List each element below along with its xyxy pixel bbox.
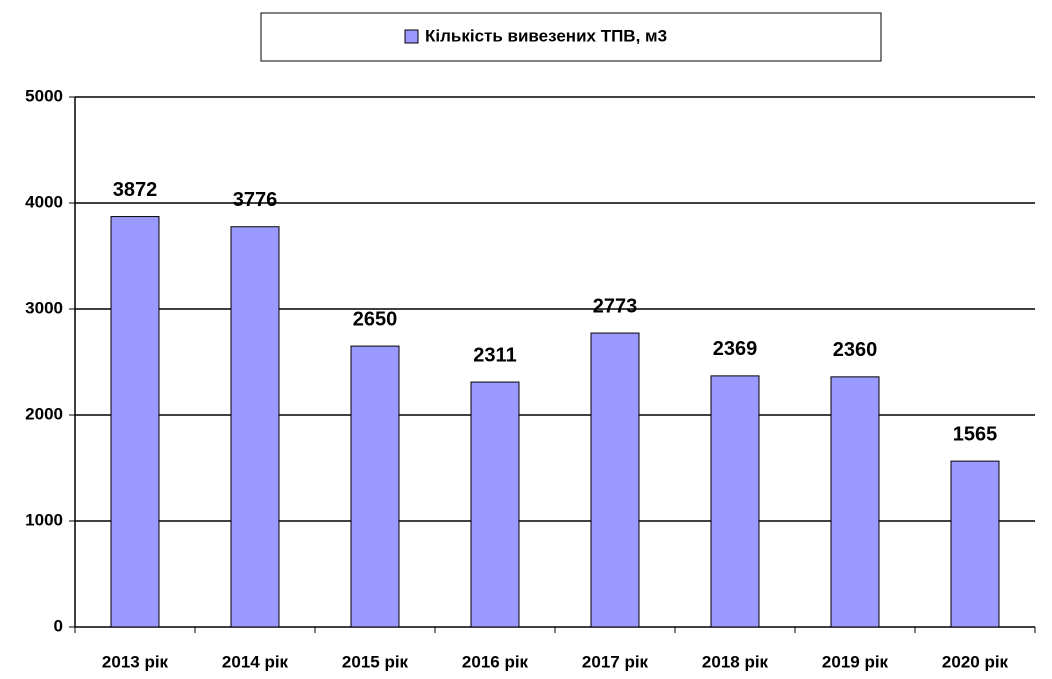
x-tick-label: 2018 рік	[702, 652, 769, 671]
legend-label: Кількість вивезених ТПВ, м3	[425, 26, 667, 45]
bar	[950, 460, 1000, 628]
data-label: 2311	[473, 344, 516, 366]
y-tick-label: 4000	[25, 192, 63, 211]
data-label: 3776	[233, 189, 278, 211]
data-label: 2369	[713, 338, 758, 360]
bar	[470, 381, 520, 628]
y-tick-label: 3000	[25, 298, 63, 317]
bar	[710, 375, 760, 628]
x-tick-label: 2013 рік	[102, 652, 169, 671]
y-tick-label: 2000	[25, 404, 63, 423]
bar	[110, 216, 160, 628]
x-tick-label: 2019 рік	[822, 652, 889, 671]
bar	[350, 345, 400, 628]
data-label: 2650	[353, 308, 398, 330]
legend-box	[260, 12, 882, 62]
data-label: 3872	[113, 179, 158, 201]
y-tick-label: 5000	[25, 86, 63, 105]
bar	[230, 226, 280, 628]
x-tick-label: 2016 рік	[462, 652, 529, 671]
x-tick-label: 2020 рік	[942, 652, 1009, 671]
data-label: 2360	[833, 339, 878, 361]
data-label: 2773	[593, 295, 638, 317]
data-label: 1565	[953, 423, 998, 445]
y-tick-label: 1000	[25, 510, 63, 529]
bar	[830, 376, 880, 628]
x-tick-label: 2014 рік	[222, 652, 289, 671]
legend-swatch	[404, 29, 419, 44]
x-tick-label: 2017 рік	[582, 652, 649, 671]
bar	[590, 332, 640, 628]
y-tick-label: 0	[54, 616, 63, 635]
x-tick-label: 2015 рік	[342, 652, 409, 671]
